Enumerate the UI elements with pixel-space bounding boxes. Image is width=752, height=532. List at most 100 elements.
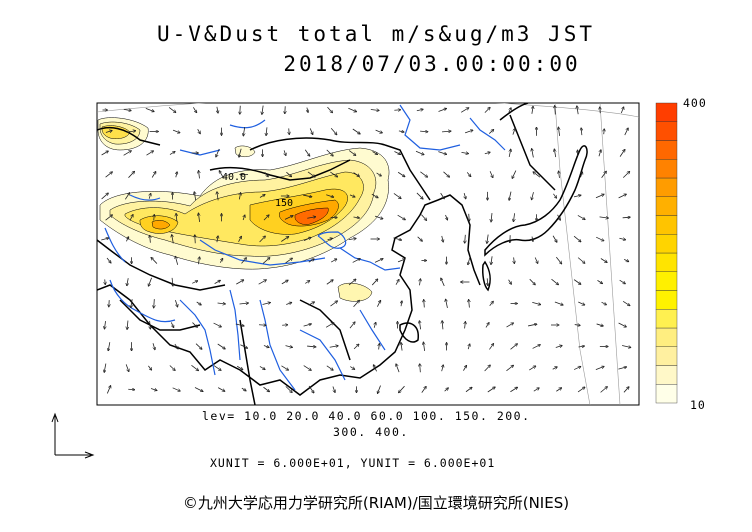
wind-arrow bbox=[595, 366, 604, 370]
wind-arrow bbox=[352, 128, 360, 134]
wind-arrow bbox=[442, 365, 444, 372]
wind-arrow bbox=[194, 192, 195, 201]
wind-arrow bbox=[258, 280, 267, 285]
wind-arrow bbox=[488, 129, 493, 134]
wind-arrow bbox=[397, 171, 405, 176]
wind-arrow bbox=[172, 129, 180, 133]
wind-arrow bbox=[578, 301, 584, 305]
wind-arrow bbox=[622, 171, 629, 178]
wind-arrow bbox=[442, 235, 443, 242]
wind-arrow bbox=[509, 149, 511, 157]
wind-arrow bbox=[176, 172, 177, 178]
wind-arrow bbox=[330, 127, 337, 134]
wind-arrow bbox=[423, 342, 424, 352]
wind-arrow bbox=[552, 235, 557, 242]
wind-arrow bbox=[303, 237, 311, 241]
wind-arrow bbox=[307, 346, 316, 347]
wind-arrow bbox=[533, 172, 541, 178]
wind-arrow bbox=[353, 300, 360, 308]
wind-arrow bbox=[123, 151, 132, 156]
wind-arrow bbox=[622, 217, 631, 218]
wind-arrow bbox=[577, 215, 585, 219]
wind-arrow bbox=[465, 322, 466, 329]
wind-arrow bbox=[127, 131, 135, 133]
wind-arrow bbox=[553, 193, 556, 198]
wind-arrow bbox=[573, 279, 581, 285]
wind-arrow bbox=[509, 191, 512, 201]
wind-arrow bbox=[374, 259, 383, 263]
wind-arrow bbox=[106, 386, 110, 394]
wind-arrow bbox=[416, 192, 423, 199]
wind-arrow bbox=[622, 345, 631, 348]
wind-arrow bbox=[259, 236, 266, 243]
wind-arrow bbox=[169, 151, 175, 155]
wind-arrow bbox=[303, 324, 312, 327]
wind-arrow bbox=[304, 149, 310, 156]
wind-arrow bbox=[101, 151, 109, 156]
wind-arrow bbox=[281, 365, 288, 370]
wind-arrow bbox=[577, 387, 585, 393]
colorbar-max-label: 400 bbox=[683, 96, 707, 110]
wind-arrow bbox=[105, 215, 113, 221]
wind-arrow bbox=[618, 194, 627, 199]
wind-arrow bbox=[533, 388, 539, 392]
wind-arrow bbox=[330, 301, 337, 307]
wind-arrow bbox=[169, 365, 175, 370]
wind-arrow bbox=[125, 364, 129, 371]
map-title: U-V&Dust total m/s&ug/m3 JST bbox=[156, 22, 595, 46]
wind-arrow bbox=[557, 214, 561, 220]
wind-arrow bbox=[396, 364, 400, 373]
wind-arrow bbox=[598, 150, 601, 157]
wind-vector-field bbox=[101, 106, 631, 394]
wind-arrow bbox=[464, 193, 466, 199]
wind-arrow bbox=[198, 257, 199, 265]
colorbar-swatch bbox=[655, 290, 678, 310]
wind-arrow bbox=[235, 323, 245, 326]
wind-arrow bbox=[332, 386, 335, 392]
wind-arrow bbox=[415, 150, 424, 154]
wind-arrow bbox=[239, 193, 240, 200]
wind-arrow bbox=[393, 193, 401, 198]
colorbar-swatch bbox=[655, 327, 678, 347]
wind-arrow bbox=[618, 322, 627, 327]
wind-arrow bbox=[573, 195, 581, 197]
wind-arrow bbox=[554, 149, 555, 158]
wind-arrow bbox=[349, 322, 355, 329]
wind-arrow bbox=[534, 257, 538, 264]
wind-arrow bbox=[484, 365, 491, 372]
wind-arrow bbox=[149, 193, 151, 199]
wind-arrow bbox=[281, 237, 288, 242]
wind-arrow bbox=[466, 172, 471, 176]
wind-arrow bbox=[424, 300, 425, 308]
wind-arrow bbox=[487, 278, 488, 285]
wind-arrow bbox=[262, 258, 270, 264]
wind-arrow bbox=[152, 343, 155, 350]
wind-arrow bbox=[595, 194, 604, 199]
wind-arrow bbox=[397, 259, 405, 263]
wind-arrow bbox=[220, 258, 222, 263]
wind-arrow bbox=[131, 299, 132, 308]
wind-arrow bbox=[101, 238, 108, 241]
wind-arrow bbox=[353, 217, 359, 218]
wind-arrow bbox=[532, 345, 541, 349]
wind-arrow bbox=[240, 344, 247, 349]
wind-arrow bbox=[198, 213, 199, 223]
wind-arrow bbox=[239, 148, 242, 158]
wind-arrow bbox=[285, 386, 292, 392]
contour-label-150: 150 bbox=[275, 198, 293, 209]
wind-arrow bbox=[417, 236, 423, 241]
wind-arrow bbox=[510, 344, 518, 350]
wind-arrow bbox=[216, 148, 220, 157]
wind-arrow bbox=[192, 281, 198, 284]
wind-arrow bbox=[236, 280, 243, 285]
contour-levels-line1: lev= 10.0 20.0 40.0 60.0 100. 150. 200. bbox=[202, 409, 531, 423]
wind-arrow bbox=[421, 386, 426, 393]
wind-arrow bbox=[195, 343, 202, 350]
wind-arrow bbox=[150, 235, 151, 243]
wind-arrow bbox=[487, 234, 488, 244]
wind-arrow bbox=[129, 215, 133, 221]
wind-arrow bbox=[127, 278, 128, 286]
wind-arrow bbox=[556, 256, 561, 264]
wind-arrow bbox=[305, 281, 309, 284]
wind-arrow bbox=[150, 388, 157, 390]
